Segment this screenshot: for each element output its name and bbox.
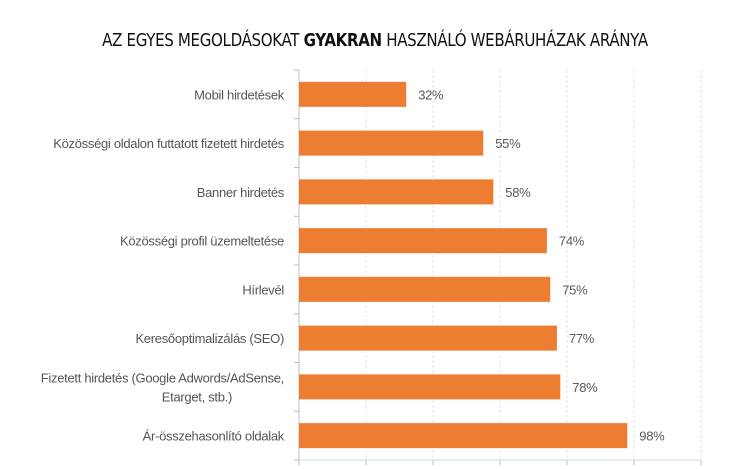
value-label: 32% [418,87,444,102]
bar [299,179,494,205]
value-label: 55% [495,136,521,151]
title-part: AZ EGYES MEGOLDÁSOKAT [102,31,304,51]
bar [299,374,561,400]
chart-title: AZ EGYES MEGOLDÁSOKAT GYAKRAN HASZNÁLÓ W… [53,31,698,51]
category-label: Fizetett hirdetés (Google Adwords/AdSens… [41,370,284,404]
bar [299,325,557,351]
category-label: Hírlevél [242,282,284,297]
bar [299,228,547,254]
value-label: 58% [505,185,531,200]
value-label: 77% [569,331,595,346]
title-emphasis: GYAKRAN [303,31,383,51]
value-label: 74% [559,234,585,249]
category-label: Banner hirdetés [197,185,285,200]
bar [299,276,551,302]
title-part: HASZNÁLÓ WEBÁRUHÁZAK ARÁNYA [381,31,648,51]
category-label: Ár-összehasonlító oldalak [143,429,285,444]
category-label: Mobil hirdetések [194,87,285,102]
bar [299,130,484,156]
value-label: 75% [562,282,588,297]
value-label: 98% [639,429,665,444]
value-label: 78% [572,380,598,395]
bar [299,81,407,107]
category-label: Keresőoptimalizálás (SEO) [135,331,284,346]
bar [299,423,628,449]
category-label: Közösségi oldalon futtatott fizetett hir… [53,136,285,151]
category-label: Közösségi profil üzemeltetése [120,234,284,249]
